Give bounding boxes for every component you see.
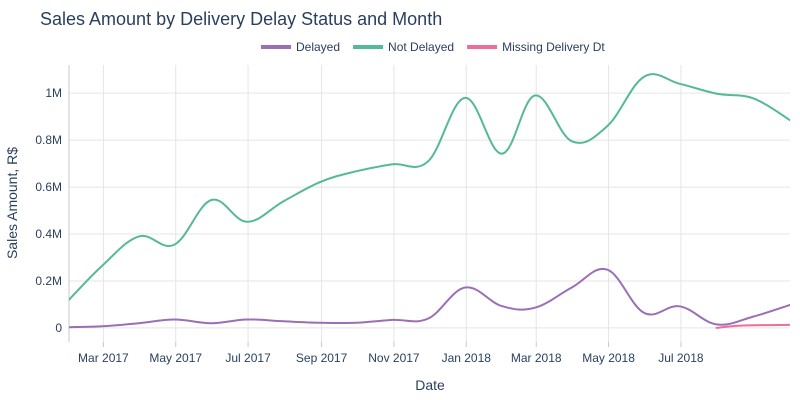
x-tick-label: Nov 2017 [368,351,420,365]
y-tick-label: 0.2M [35,274,62,288]
missing-delivery-dt-series-line [715,323,790,329]
x-tick-label: May 2017 [149,351,202,365]
y-axis-ticks: 0 0.2M 0.4M 0.6M 0.8M 1M [35,86,62,335]
y-tick-label: 0 [55,321,62,335]
x-tick-label: Jul 2018 [658,351,704,365]
x-axis-title: Date [415,377,445,393]
legend: Delayed Not Delayed Missing Delivery Dt [261,40,605,54]
delayed-series-line [69,267,790,329]
grid [68,65,790,347]
chart-title: Sales Amount by Delivery Delay Status an… [40,9,442,29]
x-tick-label: Mar 2018 [511,351,562,365]
x-tick-label: May 2018 [582,351,635,365]
plot-area [69,73,790,329]
y-tick-label: 0.6M [35,180,62,194]
y-tick-label: 0.4M [35,227,62,241]
x-tick-label: Jul 2017 [225,351,271,365]
legend-label-missing-delivery-dt[interactable]: Missing Delivery Dt [502,40,605,54]
y-axis-title: Sales Amount, R$ [4,147,20,259]
legend-label-delayed[interactable]: Delayed [296,40,340,54]
y-tick-label: 1M [45,86,62,100]
y-tick-label: 0.8M [35,133,62,147]
x-tick-label: Mar 2017 [78,351,129,365]
legend-label-not-delayed[interactable]: Not Delayed [388,40,454,54]
series-layer [69,73,790,329]
x-tick-label: Sep 2017 [296,351,348,365]
x-axis-ticks: Mar 2017 May 2017 Jul 2017 Sep 2017 Nov 2017… [78,351,704,365]
x-tick-label: Jan 2018 [442,351,492,365]
not-delayed-series-line [69,73,790,301]
